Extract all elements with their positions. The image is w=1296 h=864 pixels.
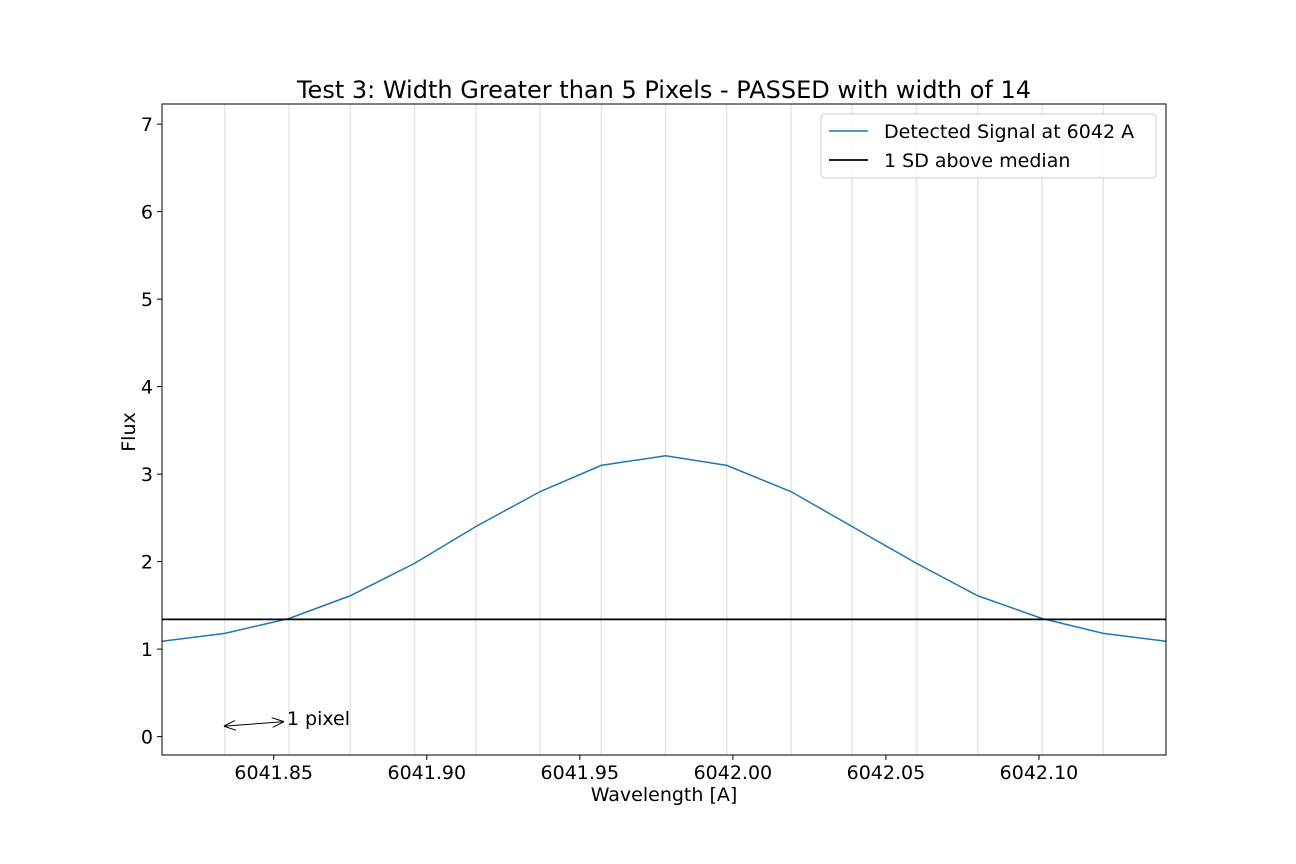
legend-box bbox=[820, 113, 1157, 179]
y-tick-label: 6 bbox=[141, 202, 153, 224]
x-tick-label: 6041.95 bbox=[541, 762, 620, 784]
plot-series bbox=[161, 454, 1167, 642]
x-tick-label: 6042.00 bbox=[694, 762, 773, 784]
x-tick-label: 6042.05 bbox=[847, 762, 926, 784]
x-axis-label: Wavelength [A] bbox=[591, 784, 738, 806]
annotation-arrow bbox=[225, 722, 283, 726]
legend: Detected Signal at 6042 A 1 SD above medi… bbox=[820, 113, 1157, 179]
annotation: 1 pixel bbox=[225, 708, 350, 730]
legend-label: 1 SD above median bbox=[884, 150, 1070, 172]
y-tick-label: 2 bbox=[141, 552, 153, 574]
legend-label: Detected Signal at 6042 A bbox=[884, 121, 1134, 143]
y-tick-label: 0 bbox=[141, 727, 153, 749]
y-tick-label: 7 bbox=[141, 114, 153, 136]
y-axis-ticks: 0 1 2 3 4 5 6 7 bbox=[141, 114, 162, 749]
chart-title: Test 3: Width Greater than 5 Pixels - PA… bbox=[296, 76, 1031, 104]
x-tick-label: 6041.90 bbox=[387, 762, 466, 784]
annotation-label: 1 pixel bbox=[287, 708, 350, 730]
y-axis-label: Flux bbox=[118, 412, 140, 452]
x-tick-label: 6041.85 bbox=[234, 762, 313, 784]
grid-lines bbox=[224, 104, 1104, 755]
plot-frame bbox=[161, 103, 1167, 756]
y-tick-label: 1 bbox=[141, 639, 153, 661]
y-tick-label: 5 bbox=[141, 289, 153, 311]
series-line bbox=[161, 454, 1167, 642]
x-axis-ticks: 6041.85 6041.90 6041.95 6042.00 6042.05 6042.… bbox=[234, 755, 1078, 784]
x-tick-label: 6042.10 bbox=[1000, 762, 1079, 784]
y-tick-label: 3 bbox=[141, 464, 153, 486]
y-tick-label: 4 bbox=[141, 377, 153, 399]
